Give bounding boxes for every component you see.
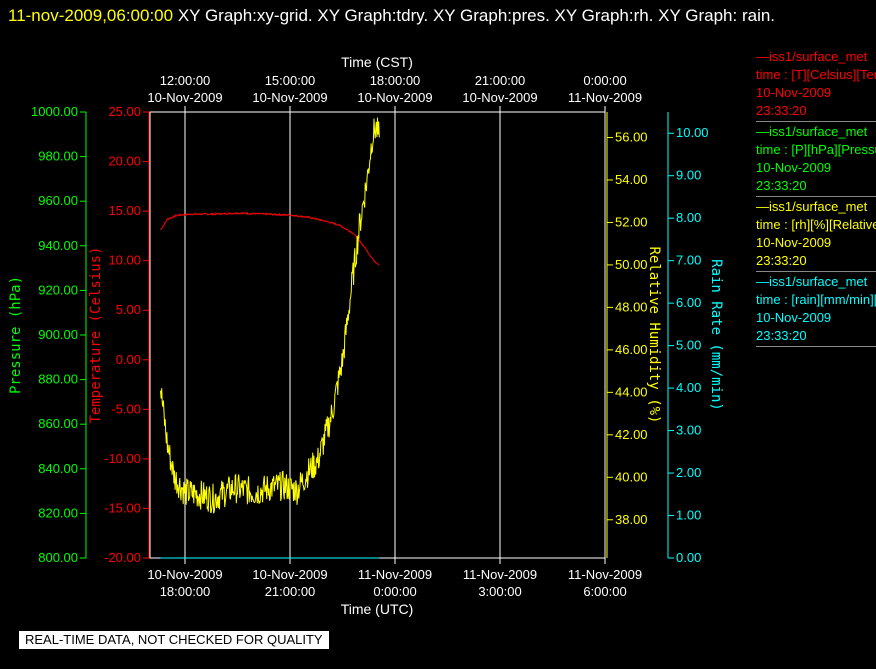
pressure-tick-label: 820.00	[38, 505, 78, 520]
series-line-relative-humidity	[160, 117, 380, 514]
pressure-tick-label: 960.00	[38, 193, 78, 208]
quality-disclaimer: REAL-TIME DATA, NOT CHECKED FOR QUALITY	[19, 631, 329, 649]
rh-tick-label: 38.00	[615, 512, 648, 527]
pressure-tick-label: 840.00	[38, 461, 78, 476]
rain-tick-label: 3.00	[676, 423, 701, 438]
temperature-tick-label: 20.00	[108, 154, 141, 169]
legend-time: 23:33:20	[756, 328, 807, 343]
series-line-temperature	[160, 211, 380, 266]
pressure-axis-label: Pressure (hPa)	[8, 276, 24, 394]
pressure-tick-label: 940.00	[38, 238, 78, 253]
rh-tick-label: 50.00	[615, 257, 648, 272]
legend-units: time : [P][hPa][Pressure]	[756, 142, 876, 157]
temperature-tick-label: 5.00	[116, 302, 141, 317]
x-tick-date: 11-Nov-2009	[463, 567, 537, 582]
temperature-tick-label: 15.00	[108, 203, 141, 218]
legend-name: —iss1/surface_met	[756, 124, 868, 139]
x-top-tick-time: 12:00:00	[160, 73, 211, 88]
x-top-tick-date: 10-Nov-2009	[252, 90, 327, 105]
rain-tick-label: 10.00	[676, 125, 709, 140]
x-top-tick-time: 15:00:00	[265, 73, 316, 88]
rh-tick-label: 48.00	[615, 299, 648, 314]
rh-tick-label: 52.00	[615, 214, 648, 229]
temperature-tick-label: -20.00	[104, 550, 141, 565]
x-top-tick-time: 0:00:00	[583, 73, 626, 88]
temperature-tick-label: 25.00	[108, 104, 141, 119]
x-tick-date: 11-Nov-2009	[358, 567, 432, 582]
legend-name: —iss1/surface_met	[756, 199, 868, 214]
legend-name: —iss1/surface_met	[756, 49, 868, 64]
x-top-tick-time: 18:00:00	[370, 73, 421, 88]
legend-date: 10-Nov-2009	[756, 85, 832, 100]
rain-tick-label: 9.00	[676, 168, 701, 183]
rain-tick-label: 7.00	[676, 253, 701, 268]
chart-title-line: 11-nov-2009,06:00:00 XY Graph:xy-grid. X…	[8, 2, 868, 29]
pressure-tick-label: 900.00	[38, 327, 78, 342]
rh-tick-label: 40.00	[615, 469, 648, 484]
temperature-tick-label: -10.00	[104, 451, 141, 466]
temperature-tick-label: -5.00	[111, 401, 141, 416]
title-date: 11-nov-2009,06:00:00	[8, 6, 174, 25]
x-tick-date: 10-Nov-2009	[147, 567, 222, 582]
rain-tick-label: 6.00	[676, 295, 701, 310]
rain-tick-label: 1.00	[676, 508, 701, 523]
rain-tick-label: 2.00	[676, 465, 701, 480]
legend-name: —iss1/surface_met	[756, 274, 868, 289]
legend-date: 10-Nov-2009	[756, 310, 832, 325]
x-tick-time: 21:00:00	[265, 584, 316, 599]
pressure-tick-label: 880.00	[38, 372, 78, 387]
legend-time: 23:33:20	[756, 103, 807, 118]
x-tick-time: 3:00:00	[478, 584, 521, 599]
pressure-tick-label: 1000.00	[31, 104, 78, 119]
plot-frame	[149, 111, 606, 559]
x-axis-label-top: Time (CST)	[341, 54, 413, 70]
rain-tick-label: 8.00	[676, 210, 701, 225]
legend-units: time : [rain][mm/min][Rain Rate]	[756, 292, 876, 307]
x-tick-time: 18:00:00	[160, 584, 211, 599]
rain-tick-label: 5.00	[676, 338, 701, 353]
pressure-tick-label: 860.00	[38, 416, 78, 431]
rh-tick-label: 54.00	[615, 172, 648, 187]
legend-units: time : [rh][%][Relative Humidity]	[756, 217, 876, 232]
rh-tick-label: 46.00	[615, 342, 648, 357]
temperature-tick-label: -15.00	[104, 500, 141, 515]
temperature-tick-label: 10.00	[108, 253, 141, 268]
legend-date: 10-Nov-2009	[756, 160, 832, 175]
title-graphs: XY Graph:xy-grid. XY Graph:tdry. XY Grap…	[177, 6, 776, 25]
legend-units: time : [T][Celsius][Temperature]	[756, 67, 876, 82]
x-tick-date: 11-Nov-2009	[568, 567, 642, 582]
temperature-tick-label: 0.00	[116, 352, 141, 367]
legend-date: 10-Nov-2009	[756, 235, 832, 250]
pressure-tick-label: 800.00	[38, 550, 78, 565]
rh-tick-label: 42.00	[615, 427, 648, 442]
rh-tick-label: 56.00	[615, 129, 648, 144]
x-top-tick-date: 10-Nov-2009	[462, 90, 537, 105]
rain-tick-label: 4.00	[676, 380, 701, 395]
x-tick-time: 0:00:00	[373, 584, 416, 599]
x-top-tick-date: 11-Nov-2009	[568, 90, 642, 105]
legend-time: 23:33:20	[756, 253, 807, 268]
legend-time: 23:33:20	[756, 178, 807, 193]
rh-axis-label: Relative Humidity (%)	[646, 246, 662, 423]
x-top-tick-time: 21:00:00	[475, 73, 526, 88]
pressure-tick-label: 980.00	[38, 149, 78, 164]
x-axis-label-bottom: Time (UTC)	[341, 601, 414, 617]
x-top-tick-date: 10-Nov-2009	[147, 90, 222, 105]
temperature-axis-label: Temperature (Celsius)	[88, 246, 104, 423]
pressure-tick-label: 920.00	[38, 282, 78, 297]
x-tick-time: 6:00:00	[583, 584, 626, 599]
x-top-tick-date: 10-Nov-2009	[357, 90, 432, 105]
rain-axis-label: Rain Rate (mm/min)	[708, 259, 724, 411]
x-tick-date: 10-Nov-2009	[252, 567, 327, 582]
rain-tick-label: 0.00	[676, 550, 701, 565]
rh-tick-label: 44.00	[615, 384, 648, 399]
